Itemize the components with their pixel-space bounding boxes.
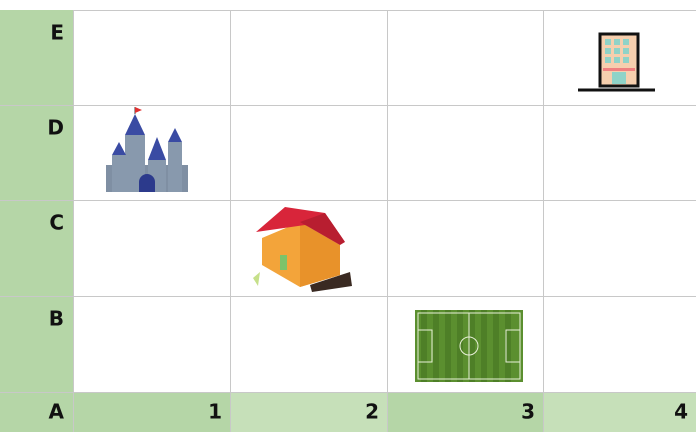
column-header-cell [73,392,230,432]
column-header-cell [543,392,696,432]
building-icon [578,32,655,92]
row-label: E [50,21,64,45]
column-label: 4 [674,400,688,424]
row-label: C [49,211,64,235]
column-header-cell [230,392,387,432]
castle-icon [106,107,188,192]
column-label: 3 [521,400,535,424]
corner-label: A [49,400,65,424]
column-header-cell [387,392,543,432]
column-label: 1 [208,400,222,424]
row-label: D [47,116,64,140]
grid-lines [0,10,696,432]
row-header-column [0,10,73,432]
soccer-field-icon [415,310,523,382]
column-label: 2 [365,400,379,424]
house-icon [253,207,352,292]
row-label: B [49,307,64,331]
